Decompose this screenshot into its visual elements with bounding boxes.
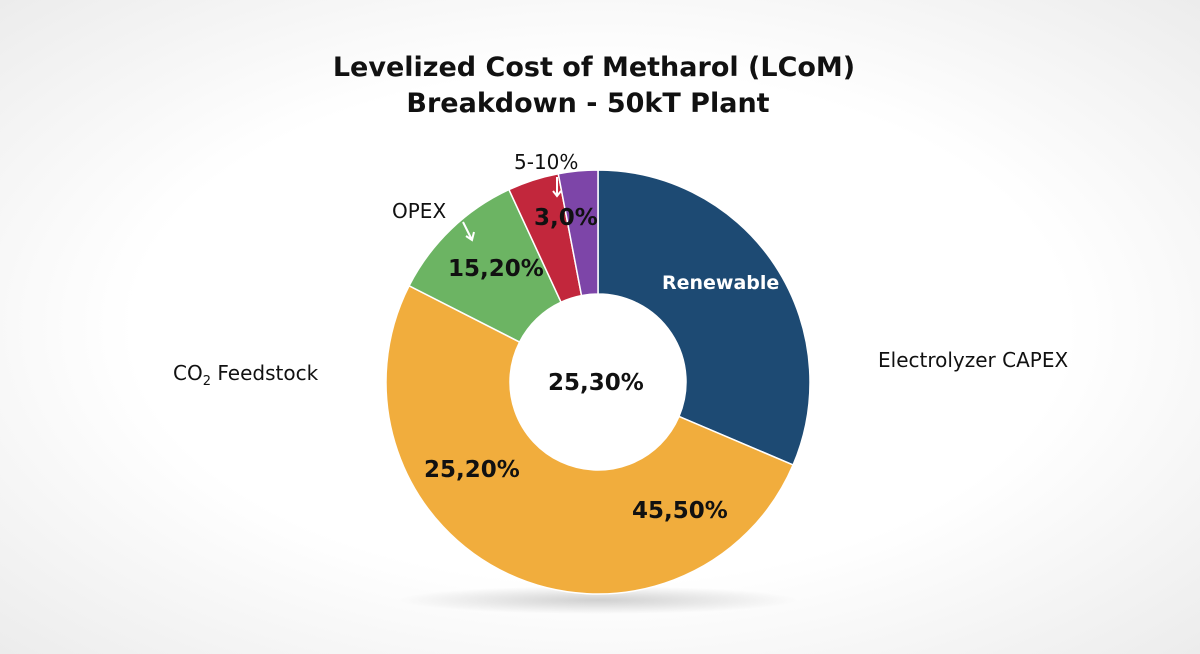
chart-shadow [398,586,798,614]
small-slice-arrow-icon [552,177,562,198]
label-opex: OPEX [392,199,447,223]
chart-subtitle: Breakdown - 50kT Plant [406,88,770,119]
label-electrolyzer-capex: Electrolyzer CAPEX [878,348,1069,372]
value-label-electrolyzer: 45,50% [632,498,728,524]
donut-slice-1 [385,284,795,595]
chart-title: Levelized Cost of Metharol (LCoM) [332,52,856,83]
label-co2-feedstock: CO2 Feedstock [173,361,319,389]
label-5-10: 5-10% [514,150,579,174]
label-renewable-electricity: Renewable Electricity [662,272,894,294]
donut-slice-4 [557,169,599,297]
value-label-co2: 25,20% [424,457,520,483]
value-label-small: 3,0% [534,205,598,231]
value-label-opex: 15,20% [448,256,544,282]
opex-arrow-icon [462,221,475,242]
center-label: 25,30% [548,370,644,396]
donut-slice-0 [597,169,811,466]
